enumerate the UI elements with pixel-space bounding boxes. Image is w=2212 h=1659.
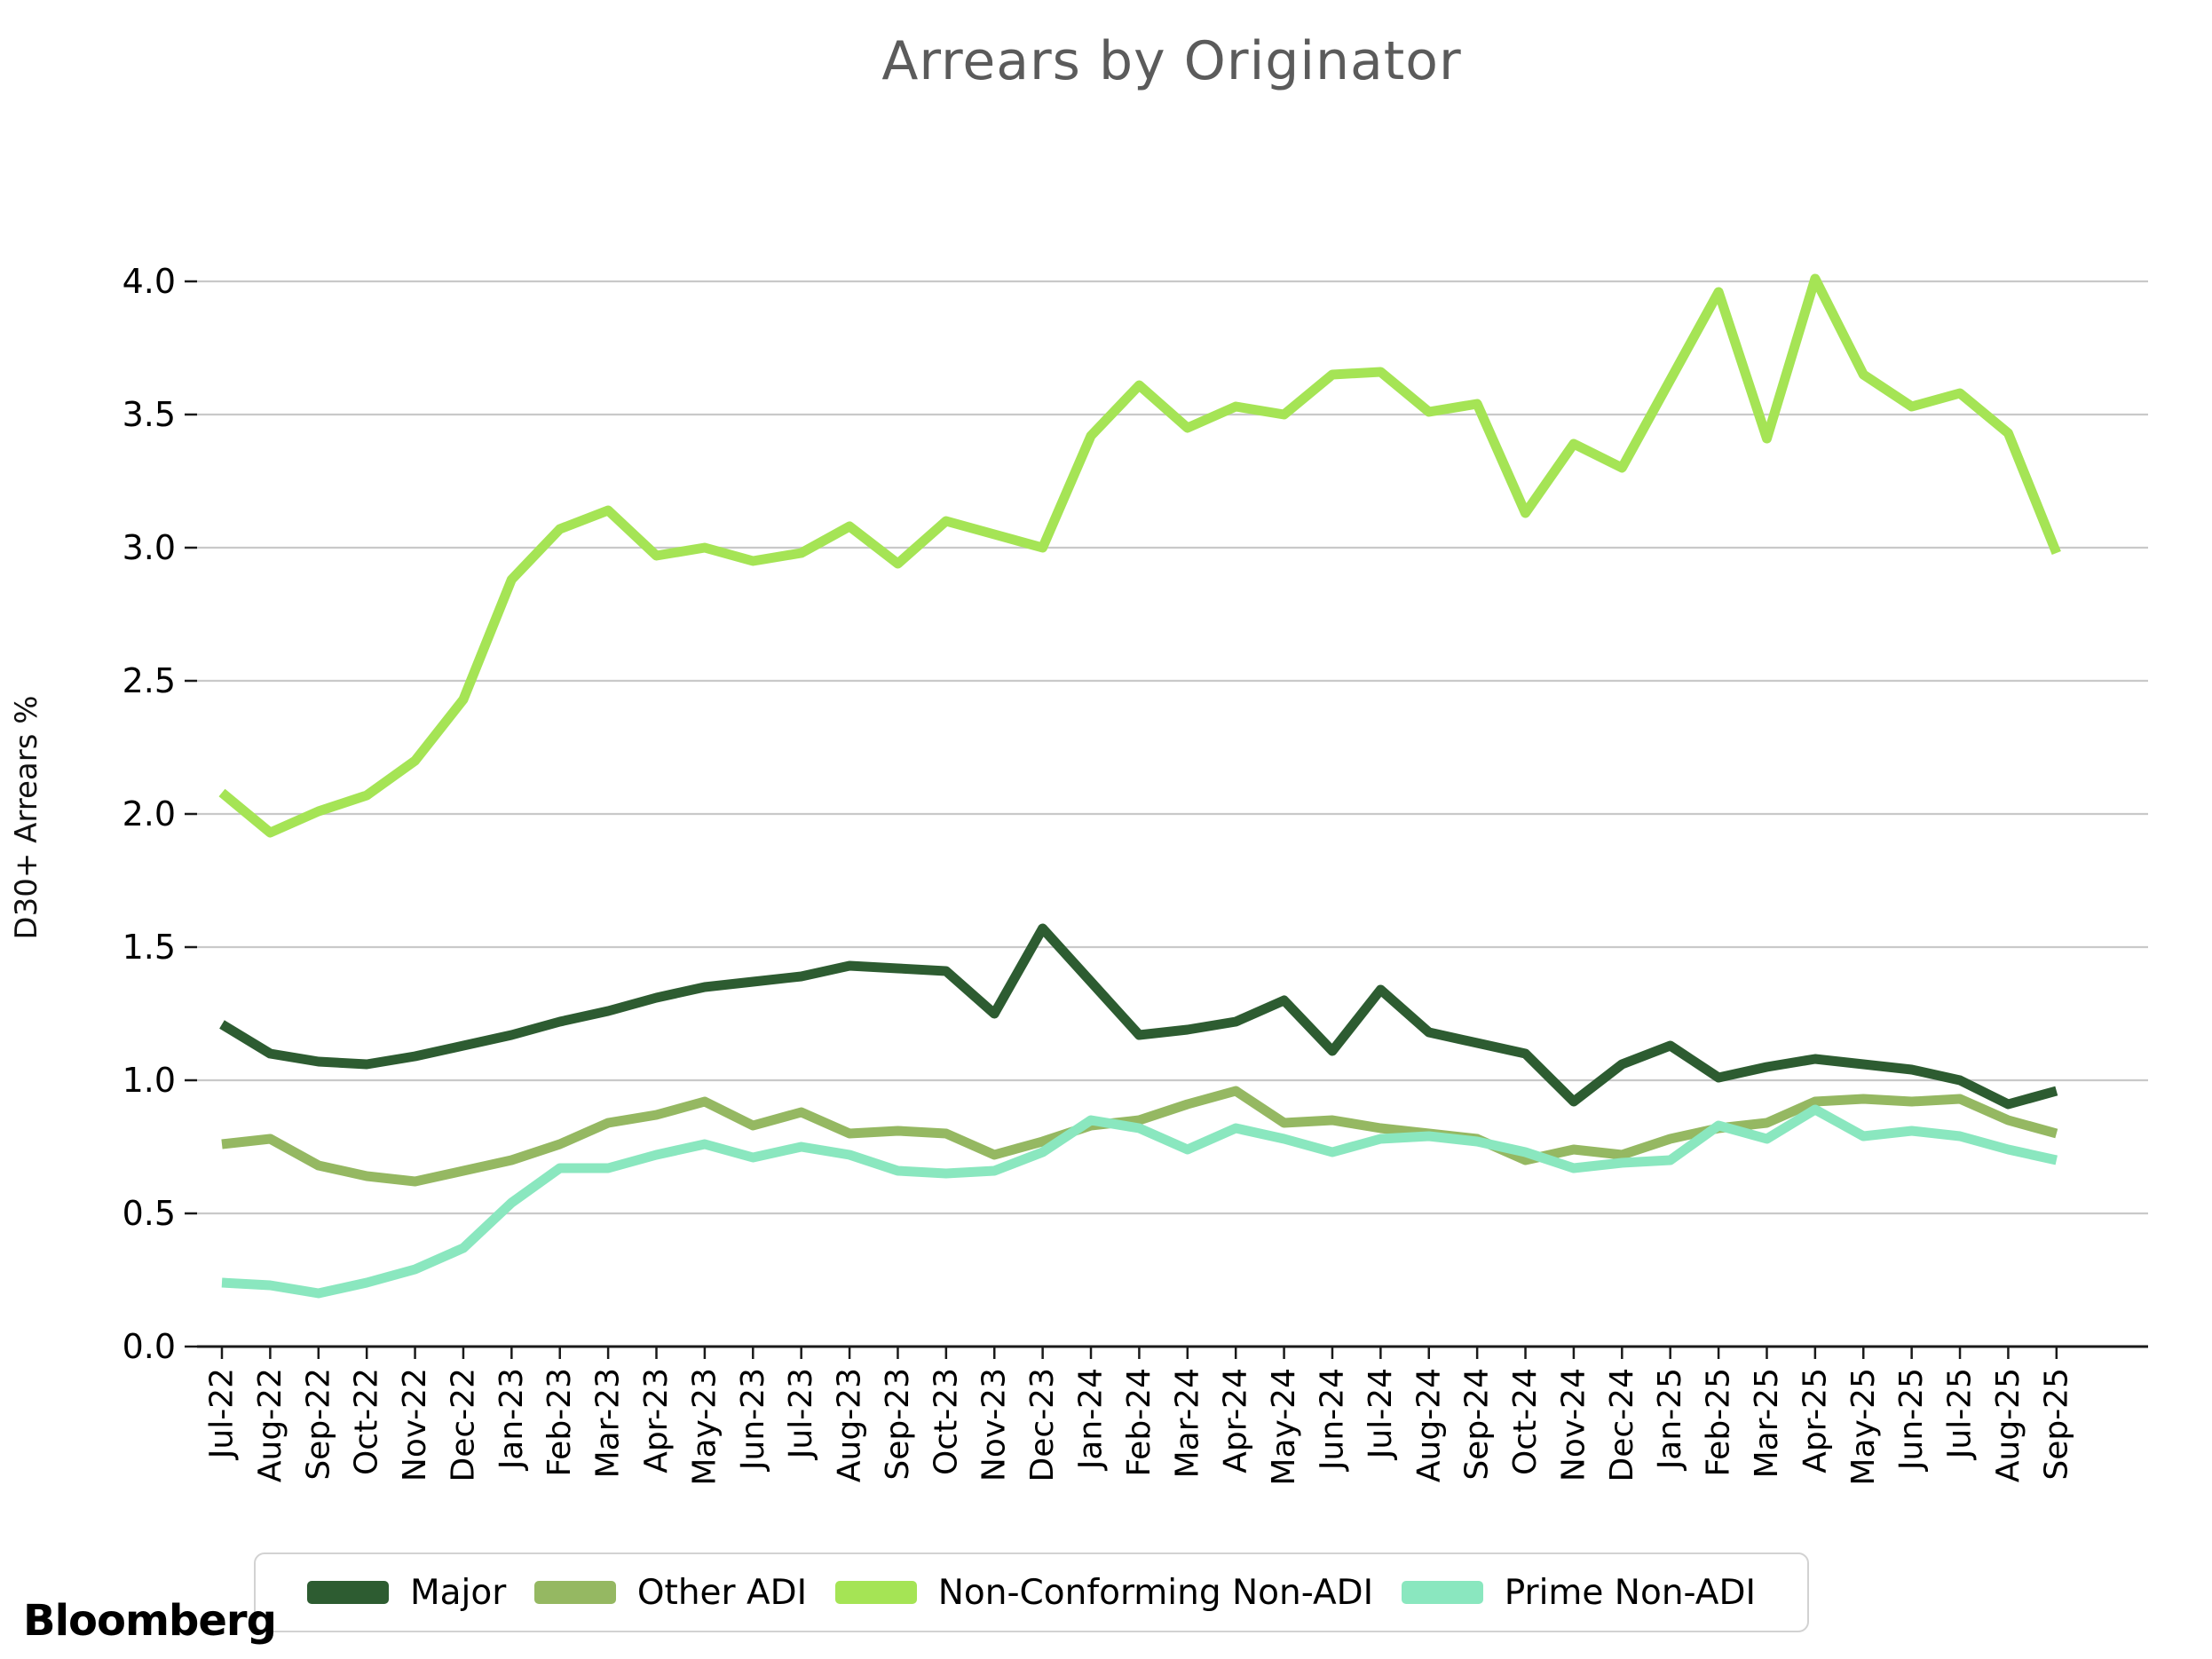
legend-item-major: Major [307,1573,506,1613]
x-tick-label: Jun-25 [1893,1368,1930,1472]
x-tick-label: Oct-22 [349,1368,385,1475]
x-tick-label: Aug-25 [1990,1368,2026,1482]
x-tick-label: Nov-22 [397,1368,433,1481]
x-tick-label: Sep-24 [1459,1368,1496,1481]
x-tick-label: May-25 [1845,1368,1882,1486]
x-tick-label: May-23 [686,1368,723,1486]
x-tick-label: Aug-23 [832,1368,868,1482]
legend-item-other-adi: Other ADI [533,1572,808,1613]
x-tick-label: Jul-24 [1363,1368,1399,1460]
y-tick-label: 1.0 [122,1061,176,1100]
x-tick-label: Dec-23 [1024,1368,1061,1481]
x-tick-label: Oct-23 [928,1368,964,1475]
x-tick-label: Apr-24 [1218,1368,1254,1473]
y-tick-label: 3.5 [122,395,176,434]
bloomberg-logo: Bloomberg [23,1596,277,1646]
series-line-major [219,923,2058,1110]
x-tick-label: Oct-24 [1507,1368,1544,1475]
x-tick-label: Feb-24 [1121,1368,1157,1477]
chart-legend: Major Other ADI Non-Conforming Non-ADI P… [254,1552,1809,1632]
series-line-prime-non-adi [221,1104,2058,1299]
x-tick-label: Jul-22 [204,1368,241,1460]
y-tick-label: 0.0 [122,1327,176,1366]
y-tick-label: 2.5 [122,661,176,700]
y-tick-label: 0.5 [122,1194,176,1233]
chart-title: Arrears by Originator [881,30,1462,92]
x-tick-label: Sep-25 [2038,1368,2074,1481]
x-tick-label: Sep-23 [880,1368,916,1481]
x-tick-label: Jan-25 [1652,1368,1688,1471]
legend-swatch-major [307,1581,389,1604]
legend-label-prime-non-adi: Prime Non-ADI [1504,1572,1756,1613]
x-tick-label: Jul-23 [783,1368,819,1460]
y-tick-label: 1.5 [122,928,176,967]
legend-swatch-other-adi [533,1581,616,1604]
x-tick-label: Jul-25 [1942,1368,1979,1460]
legend-item-nonconforming-non-adi: Non-Conforming Non-ADI [834,1572,1374,1613]
x-tick-label: Aug-22 [252,1368,288,1482]
legend-item-prime-non-adi: Prime Non-ADI [1401,1572,1756,1613]
series-line-other-adi [221,1086,2058,1187]
x-tick-label: Jun-23 [735,1368,771,1472]
x-tick-label: Nov-23 [976,1368,1013,1481]
x-tick-label: Mar-25 [1749,1368,1785,1478]
y-tick-label: 2.0 [122,794,176,833]
x-tick-label: Jun-24 [1314,1368,1350,1472]
x-tick-label: Sep-22 [300,1368,336,1481]
legend-swatch-nonconforming-non-adi [834,1581,917,1604]
x-tick-label: Feb-25 [1701,1368,1737,1477]
x-tick-label: Apr-25 [1797,1368,1833,1473]
x-tick-label: Nov-24 [1555,1368,1592,1481]
x-tick-label: May-24 [1266,1368,1302,1486]
y-tick-label: 3.0 [122,528,176,567]
y-tick-label: 4.0 [122,262,176,301]
legend-label-major: Major [410,1572,507,1613]
x-tick-label: Aug-24 [1410,1368,1447,1482]
x-tick-label: Mar-24 [1169,1368,1205,1478]
series-line-non-conforming-non-adi [218,273,2061,838]
x-tick-label: Feb-23 [541,1368,578,1477]
x-tick-label: Dec-22 [445,1368,481,1481]
x-tick-label: Jan-24 [1073,1368,1110,1471]
x-tick-label: Apr-23 [638,1368,675,1473]
legend-label-nonconforming-non-adi: Non-Conforming Non-ADI [937,1572,1374,1613]
x-tick-label: Dec-24 [1604,1368,1640,1481]
x-tick-label: Mar-23 [590,1368,627,1478]
legend-label-other-adi: Other ADI [636,1572,808,1613]
x-tick-label: Jan-23 [494,1368,530,1471]
y-axis-title: D30+ Arrears % [9,695,44,940]
legend-swatch-prime-non-adi [1401,1581,1483,1604]
